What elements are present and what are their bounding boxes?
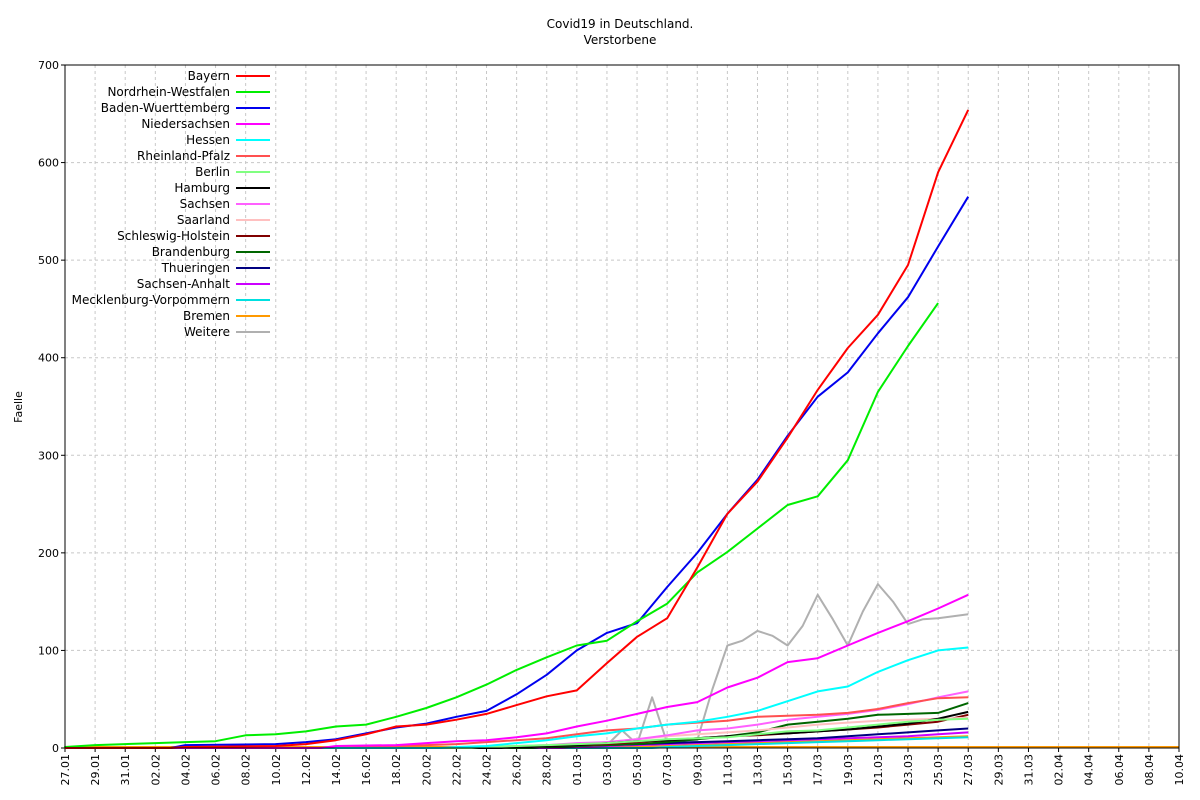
x-tick-label: 19.03 bbox=[842, 754, 855, 786]
legend: Bayern Nordrhein-Westfalen Baden-Wuerttemb… bbox=[72, 69, 270, 339]
x-tick-label: 22.02 bbox=[450, 754, 463, 786]
legend-label-hessen: Hessen bbox=[186, 133, 230, 147]
legend-label-bremen: Bremen bbox=[183, 309, 230, 323]
legend-label-saarland: Saarland bbox=[177, 213, 230, 227]
x-tick-label: 02.04 bbox=[1053, 754, 1066, 786]
series-line-bayern bbox=[65, 109, 970, 749]
x-tick-label: 31.01 bbox=[119, 754, 132, 786]
y-tick-label: 200 bbox=[38, 547, 59, 560]
gridlines bbox=[65, 65, 1179, 748]
x-tick-label: 20.02 bbox=[420, 754, 433, 786]
y-axis-ticks: 0 100 200 300 400 500 600 700 bbox=[38, 59, 65, 755]
x-tick-label: 28.02 bbox=[541, 754, 554, 786]
legend-label-bayern: Bayern bbox=[188, 69, 230, 83]
x-tick-label: 29.01 bbox=[89, 754, 102, 786]
x-tick-label: 06.04 bbox=[1113, 754, 1126, 786]
legend-label-hamburg: Hamburg bbox=[174, 181, 230, 195]
x-tick-label: 01.03 bbox=[571, 754, 584, 786]
legend-label-sachsen-anhalt: Sachsen-Anhalt bbox=[137, 277, 231, 291]
x-tick-label: 21.03 bbox=[872, 754, 885, 786]
x-tick-label: 18.02 bbox=[390, 754, 403, 786]
series-line-niedersachsen bbox=[65, 593, 969, 749]
x-tick-label: 10.02 bbox=[270, 754, 283, 786]
legend-label-rheinland-pfalz: Rheinland-Pfalz bbox=[137, 149, 230, 163]
x-tick-label: 06.02 bbox=[210, 754, 223, 786]
legend-label-sachsen: Sachsen bbox=[180, 197, 230, 211]
series-line-hessen bbox=[65, 646, 969, 749]
legend-label-thueringen: Thueringen bbox=[161, 261, 230, 275]
x-tick-label: 16.02 bbox=[360, 754, 373, 786]
legend-label-niedersachsen: Niedersachsen bbox=[141, 117, 230, 131]
legend-label-schleswig-holstein: Schleswig-Holstein bbox=[117, 229, 230, 243]
x-tick-label: 02.02 bbox=[149, 754, 162, 786]
x-tick-label: 05.03 bbox=[631, 754, 644, 786]
x-tick-label: 25.03 bbox=[932, 754, 945, 786]
plot-frame bbox=[64, 64, 1180, 749]
x-tick-label: 07.03 bbox=[661, 754, 674, 786]
series-line-baden-wuerttemberg bbox=[65, 196, 970, 749]
y-tick-label: 100 bbox=[38, 644, 59, 657]
chart-subtitle: Verstorbene bbox=[584, 33, 657, 47]
x-tick-label: 12.02 bbox=[300, 754, 313, 786]
x-axis-ticks: 27.01 29.01 31.01 02.02 04.02 06.02 08.02 10.02… bbox=[59, 748, 1186, 786]
x-tick-label: 15.03 bbox=[782, 754, 795, 786]
x-tick-label: 08.02 bbox=[240, 754, 253, 786]
x-tick-label: 23.03 bbox=[902, 754, 915, 786]
legend-label-berlin: Berlin bbox=[195, 165, 230, 179]
x-tick-label: 14.02 bbox=[330, 754, 343, 786]
legend-label-brandenburg: Brandenburg bbox=[152, 245, 230, 259]
y-tick-label: 400 bbox=[38, 352, 59, 365]
x-tick-label: 27.01 bbox=[59, 754, 72, 786]
y-tick-label: 300 bbox=[38, 449, 59, 462]
legend-label-weitere: Weitere bbox=[184, 325, 230, 339]
x-tick-label: 04.04 bbox=[1083, 754, 1096, 786]
x-tick-label: 27.03 bbox=[962, 754, 975, 786]
x-tick-label: 08.04 bbox=[1143, 754, 1156, 786]
x-tick-label: 04.02 bbox=[179, 754, 192, 786]
legend-label-baden-wuerttemberg: Baden-Wuerttemberg bbox=[101, 101, 230, 115]
y-tick-label: 500 bbox=[38, 254, 59, 267]
x-tick-label: 03.03 bbox=[601, 754, 614, 786]
y-tick-label: 0 bbox=[52, 742, 59, 755]
x-tick-label: 13.03 bbox=[751, 754, 764, 786]
series-line-nordrhein-westfalen bbox=[64, 302, 939, 748]
y-tick-label: 700 bbox=[38, 59, 59, 72]
series-lines bbox=[64, 109, 1179, 749]
series-line-berlin bbox=[65, 717, 969, 749]
x-tick-label: 26.02 bbox=[511, 754, 524, 786]
x-tick-label: 29.03 bbox=[992, 754, 1005, 786]
series-line-mecklenburg-vorpommern bbox=[65, 736, 969, 749]
y-tick-label: 600 bbox=[38, 157, 59, 170]
legend-label-nordrhein-westfalen: Nordrhein-Westfalen bbox=[107, 85, 230, 99]
x-tick-label: 24.02 bbox=[481, 754, 494, 786]
x-tick-label: 09.03 bbox=[691, 754, 704, 786]
x-tick-label: 17.03 bbox=[812, 754, 825, 786]
chart-title: Covid19 in Deutschland. bbox=[547, 17, 694, 31]
y-axis-label: Faelle bbox=[12, 391, 25, 423]
x-tick-label: 11.03 bbox=[721, 754, 734, 786]
legend-label-mecklenburg-vorpommern: Mecklenburg-Vorpommern bbox=[72, 293, 230, 307]
x-tick-label: 31.03 bbox=[1022, 754, 1035, 786]
x-tick-label: 10.04 bbox=[1173, 754, 1186, 786]
